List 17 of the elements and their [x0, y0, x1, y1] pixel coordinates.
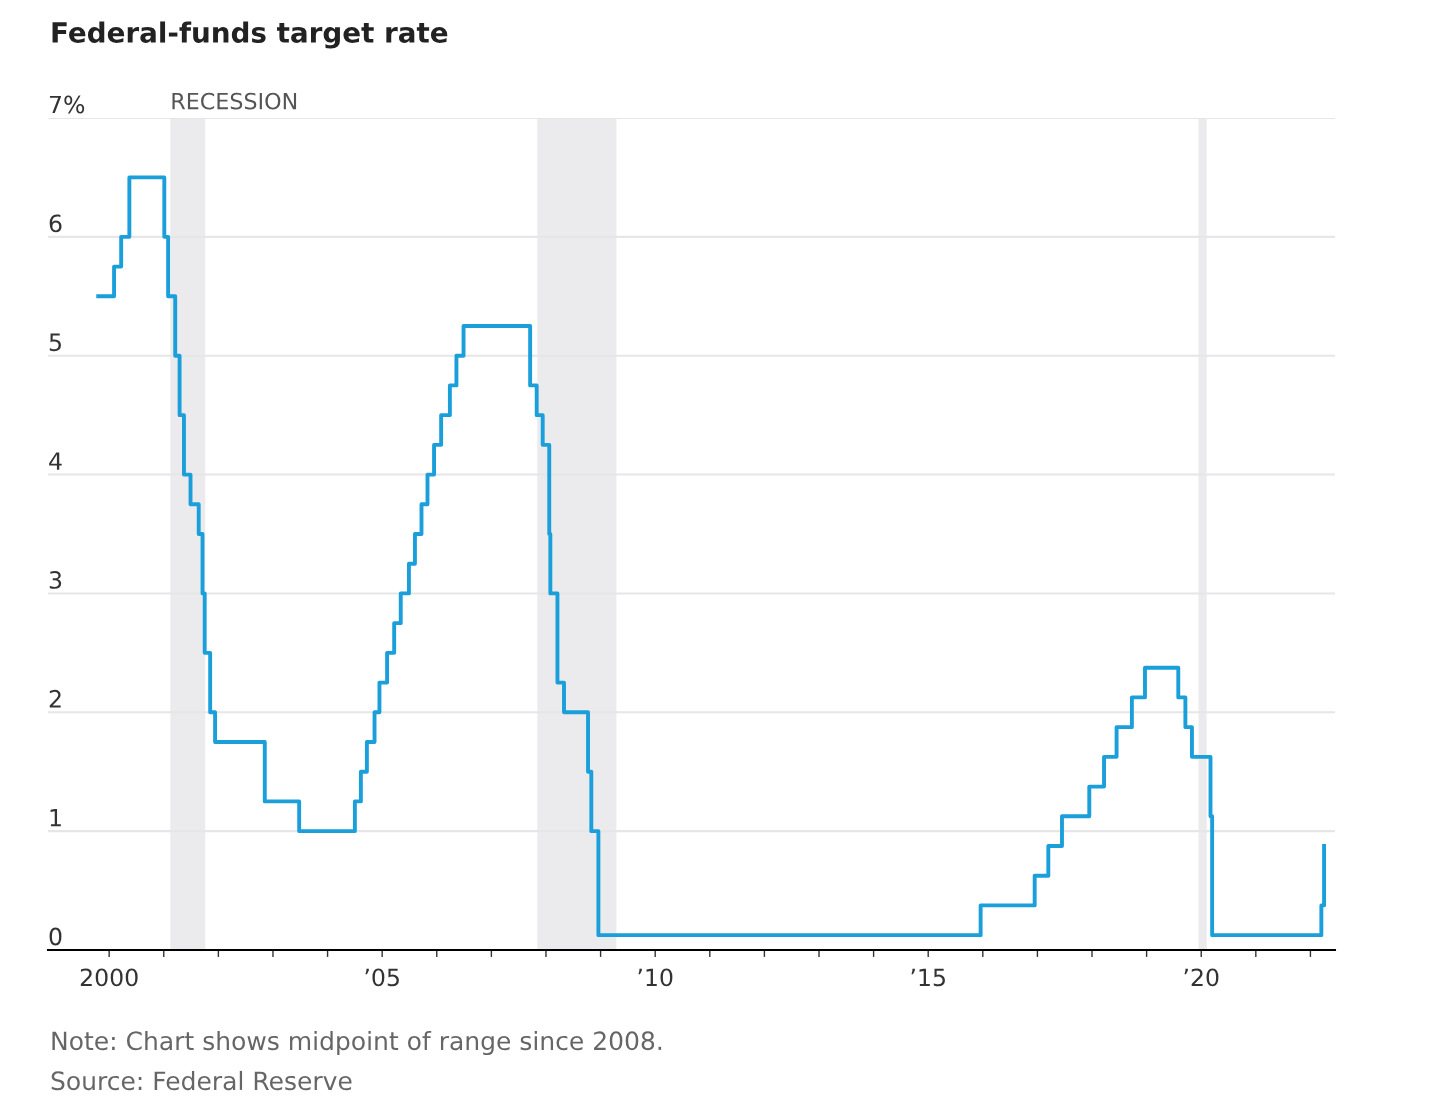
x-tick-label: 2000 [80, 968, 138, 987]
x-tick-label: ’05 [365, 968, 399, 987]
y-tick-label: 3 [49, 570, 62, 589]
x-tick-label: ’20 [1184, 968, 1219, 987]
y-tick-label: 2 [49, 689, 61, 708]
y-tick-label: 6 [49, 214, 62, 233]
y-tick-label: 5 [49, 333, 61, 352]
x-tick-label: ’15 [911, 968, 945, 987]
y-tick-label: 0 [49, 927, 62, 946]
chart-title: Federal-funds target rate [52, 21, 448, 49]
y-tick-label: 1 [50, 809, 61, 827]
text: Note: Chart shows midpoint of range since 2008. [52, 1030, 662, 1056]
y-tick-label: 4 [49, 452, 62, 470]
band-label: RECESSION [172, 92, 297, 110]
x-tick-label: ’10 [638, 968, 673, 987]
source-note: Source: Federal Reserve [51, 1070, 352, 1091]
y-tick-label: 7% [49, 95, 85, 114]
